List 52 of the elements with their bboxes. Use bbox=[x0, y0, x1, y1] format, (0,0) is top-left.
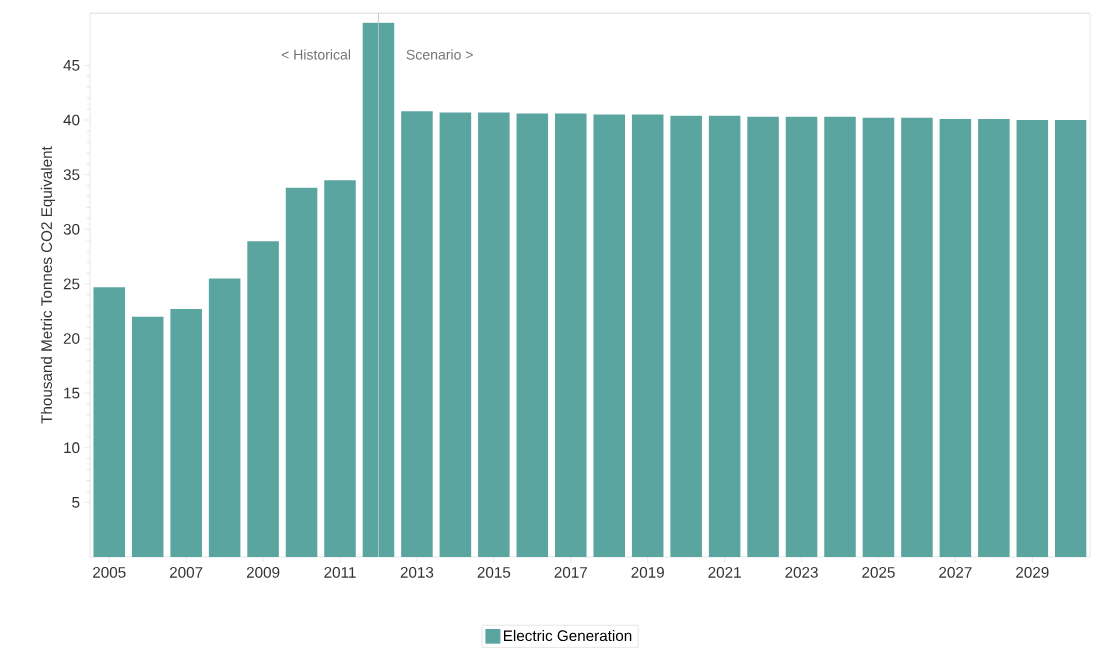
y-axis-title: Thousand Metric Tonnes CO2 Equivalent bbox=[40, 146, 56, 424]
x-tick-label: 2013 bbox=[400, 566, 434, 578]
y-tick-label: 5 bbox=[72, 497, 80, 508]
bar bbox=[401, 111, 433, 557]
bar bbox=[901, 117, 933, 557]
x-tick-label: 2029 bbox=[1016, 566, 1049, 578]
bar bbox=[131, 316, 164, 557]
y-tick-label: 40 bbox=[63, 114, 80, 126]
y-tick-label: 45 bbox=[63, 60, 80, 71]
bar bbox=[593, 114, 626, 557]
bar bbox=[670, 115, 702, 557]
bar bbox=[208, 278, 241, 557]
x-tick-label: 2027 bbox=[939, 566, 972, 578]
bar bbox=[1055, 120, 1087, 557]
bar bbox=[824, 116, 856, 557]
x-tick-label: 2025 bbox=[862, 566, 895, 578]
bar bbox=[1016, 120, 1049, 557]
annotation: < Historical bbox=[281, 49, 351, 60]
bar bbox=[324, 180, 356, 557]
bar bbox=[862, 117, 895, 557]
bar bbox=[247, 241, 279, 557]
bar bbox=[978, 118, 1010, 557]
y-tick-label: 20 bbox=[63, 333, 80, 344]
bar bbox=[747, 116, 779, 557]
y-tick-label: 30 bbox=[63, 223, 80, 235]
x-tick-label: 2017 bbox=[554, 566, 587, 578]
x-tick-label: 2005 bbox=[93, 566, 126, 578]
x-tick-label: 2011 bbox=[324, 566, 356, 578]
bar bbox=[478, 112, 510, 557]
bar bbox=[939, 118, 972, 557]
bar bbox=[516, 113, 549, 557]
bar bbox=[362, 22, 395, 557]
annotation: Scenario > bbox=[406, 49, 473, 60]
bar bbox=[285, 187, 318, 557]
y-tick-label: 35 bbox=[63, 169, 80, 181]
bar bbox=[555, 113, 587, 557]
y-tick-label: 15 bbox=[64, 387, 80, 399]
bar bbox=[785, 116, 818, 557]
x-tick-label: 2023 bbox=[785, 566, 818, 578]
legend-label: Electric Generation bbox=[504, 629, 632, 642]
bar bbox=[93, 287, 126, 557]
x-tick-label: 2021 bbox=[708, 566, 741, 578]
x-tick-label: 2007 bbox=[169, 566, 203, 578]
x-tick-label: 2019 bbox=[631, 566, 664, 578]
bar bbox=[170, 309, 202, 557]
bar bbox=[631, 114, 664, 557]
y-tick-label: 25 bbox=[63, 278, 80, 290]
bar bbox=[708, 115, 741, 557]
y-tick-label: 10 bbox=[64, 442, 80, 454]
x-tick-label: 2015 bbox=[477, 566, 511, 578]
x-tick-label: 2009 bbox=[246, 566, 280, 578]
bar bbox=[439, 112, 472, 557]
